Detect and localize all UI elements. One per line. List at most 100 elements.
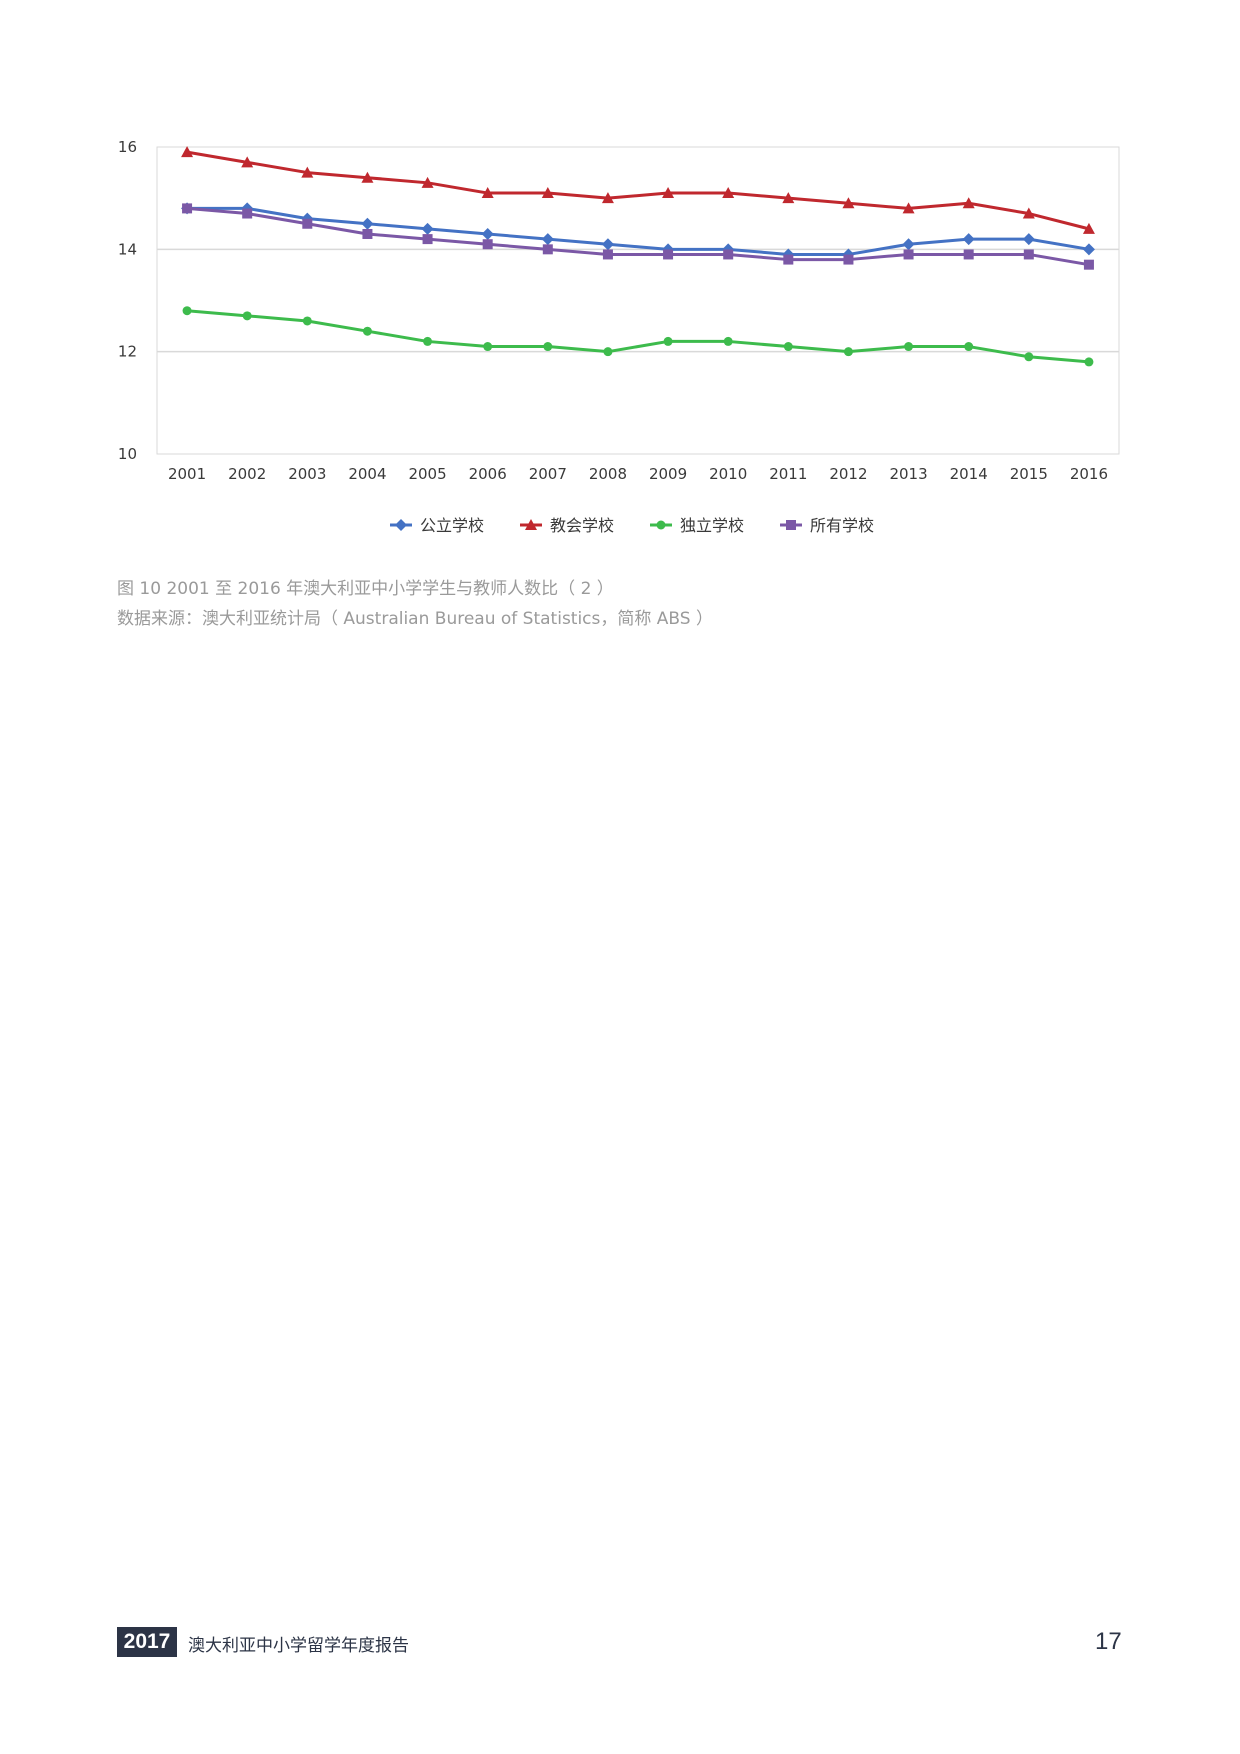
x-tick-label: 2008 bbox=[589, 465, 627, 483]
x-tick-label: 2009 bbox=[649, 465, 687, 483]
data-point-square bbox=[783, 254, 794, 265]
data-point-triangle bbox=[181, 146, 194, 158]
legend-label: 独立学校 bbox=[680, 516, 744, 535]
data-point-square bbox=[1023, 249, 1034, 260]
x-tick-label: 2006 bbox=[469, 465, 507, 483]
y-tick-label: 12 bbox=[118, 343, 137, 361]
data-point-diamond bbox=[395, 519, 407, 531]
data-point-diamond bbox=[842, 248, 855, 261]
x-tick-label: 2015 bbox=[1010, 465, 1048, 483]
data-point-circle bbox=[242, 311, 252, 321]
data-point-circle bbox=[783, 342, 793, 352]
y-axis-ticks: 10 12 14 16 bbox=[118, 138, 137, 463]
data-point-circle bbox=[423, 336, 433, 346]
data-point-diamond bbox=[962, 233, 975, 246]
series-group bbox=[182, 306, 1094, 367]
data-point-square bbox=[602, 249, 613, 260]
series-line bbox=[186, 309, 1090, 364]
data-point-triangle bbox=[842, 197, 855, 209]
series-group bbox=[181, 202, 1095, 261]
y-tick-label: 14 bbox=[118, 240, 137, 258]
data-point-triangle bbox=[662, 187, 675, 199]
x-tick-label: 2004 bbox=[348, 465, 386, 483]
legend-label: 所有学校 bbox=[810, 516, 874, 535]
x-tick-label: 2007 bbox=[529, 465, 567, 483]
data-point-square bbox=[482, 239, 493, 250]
x-tick-label: 2014 bbox=[950, 465, 988, 483]
x-tick-label: 2002 bbox=[228, 465, 266, 483]
x-tick-label: 2001 bbox=[168, 465, 206, 483]
data-point-circle bbox=[182, 306, 192, 316]
data-point-diamond bbox=[481, 227, 494, 240]
data-point-triangle bbox=[1082, 222, 1095, 234]
data-point-triangle bbox=[962, 197, 975, 209]
data-point-triangle bbox=[525, 519, 537, 530]
data-point-square bbox=[786, 520, 796, 530]
data-point-triangle bbox=[1022, 207, 1035, 219]
data-point-triangle bbox=[361, 171, 374, 183]
series-group bbox=[182, 203, 1094, 270]
data-point-diamond bbox=[902, 238, 915, 251]
series-group bbox=[181, 146, 1095, 234]
data-point-triangle bbox=[902, 202, 915, 214]
footer-report-title: 澳大利亚中小学留学年度报告 bbox=[188, 1636, 409, 1656]
data-point-square bbox=[182, 203, 193, 214]
data-point-square bbox=[663, 249, 674, 260]
data-point-diamond bbox=[782, 248, 795, 261]
data-point-diamond bbox=[361, 217, 374, 230]
data-point-diamond bbox=[1022, 233, 1035, 246]
data-point-square bbox=[843, 254, 854, 265]
data-point-circle bbox=[1024, 352, 1034, 362]
data-point-triangle bbox=[782, 192, 795, 204]
data-point-circle bbox=[362, 326, 372, 336]
chart-gridlines bbox=[157, 248, 1119, 353]
data-point-square bbox=[723, 249, 734, 260]
data-point-circle bbox=[543, 342, 553, 352]
data-point-circle bbox=[964, 342, 974, 352]
legend-item: 教会学校 bbox=[520, 516, 614, 535]
series-line bbox=[186, 206, 1090, 267]
series-line bbox=[187, 206, 1090, 256]
data-point-square bbox=[963, 249, 974, 260]
page-number: 17 bbox=[1095, 1628, 1122, 1655]
data-point-diamond bbox=[601, 238, 614, 251]
data-point-circle bbox=[843, 347, 853, 357]
chart-series bbox=[181, 146, 1095, 367]
data-point-circle bbox=[483, 342, 493, 352]
x-tick-label: 2013 bbox=[889, 465, 927, 483]
data-point-circle bbox=[904, 342, 914, 352]
x-tick-label: 2016 bbox=[1070, 465, 1108, 483]
data-point-circle bbox=[723, 336, 733, 346]
y-tick-label: 16 bbox=[118, 138, 137, 156]
data-point-circle bbox=[302, 316, 312, 326]
data-point-triangle bbox=[481, 187, 494, 199]
data-point-square bbox=[362, 228, 373, 239]
data-point-triangle bbox=[541, 187, 554, 199]
data-point-square bbox=[302, 218, 313, 229]
data-point-circle bbox=[656, 520, 666, 530]
legend-item: 独立学校 bbox=[650, 516, 744, 535]
x-tick-label: 2012 bbox=[829, 465, 867, 483]
data-point-diamond bbox=[1082, 243, 1095, 256]
x-axis-ticks: 2001 2002 2003 2004 2005 2006 2007 2008 2009 2010… bbox=[168, 465, 1108, 483]
x-tick-label: 2011 bbox=[769, 465, 807, 483]
x-tick-label: 2003 bbox=[288, 465, 326, 483]
data-point-diamond bbox=[541, 233, 554, 246]
data-point-triangle bbox=[722, 187, 735, 199]
data-point-diamond bbox=[421, 222, 434, 235]
legend-item: 公立学校 bbox=[390, 516, 484, 535]
y-tick-label: 10 bbox=[118, 445, 137, 463]
data-point-square bbox=[542, 244, 553, 255]
data-point-square bbox=[1083, 259, 1094, 270]
data-point-circle bbox=[603, 347, 613, 357]
x-tick-label: 2010 bbox=[709, 465, 747, 483]
series-line bbox=[186, 150, 1090, 231]
data-point-circle bbox=[663, 336, 673, 346]
legend-item: 所有学校 bbox=[780, 516, 874, 535]
data-point-triangle bbox=[241, 156, 254, 168]
data-point-triangle bbox=[301, 166, 314, 178]
data-point-circle bbox=[1084, 357, 1094, 367]
data-source-caption: 数据来源：澳大利亚统计局（ Australian Bureau of Stati… bbox=[117, 609, 713, 629]
legend-label: 公立学校 bbox=[420, 516, 484, 535]
